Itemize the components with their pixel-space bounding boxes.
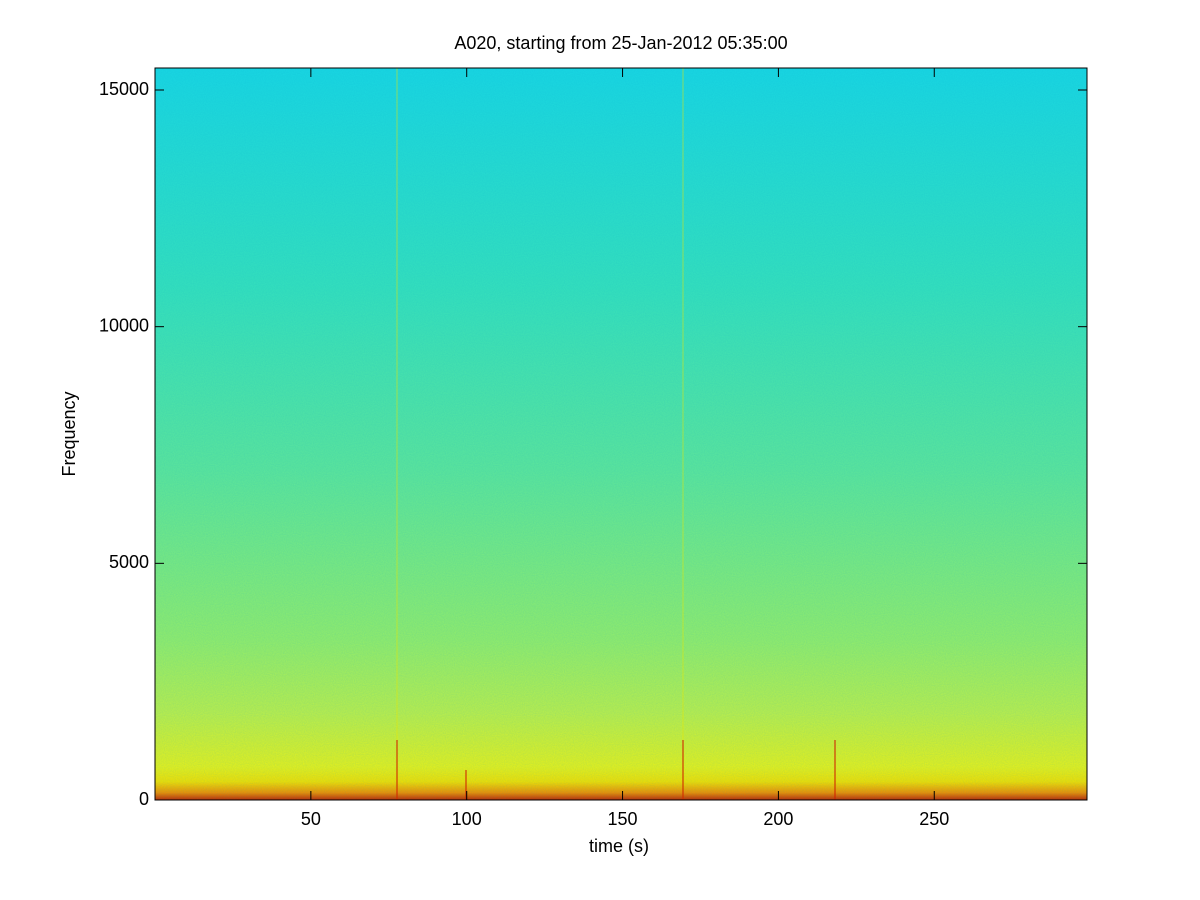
- spectrogram-transients: [396, 68, 836, 800]
- x-tick-label: 250: [919, 809, 949, 829]
- x-tick-label: 50: [301, 809, 321, 829]
- chart-title: A020, starting from 25-Jan-2012 05:35:00: [454, 33, 787, 53]
- y-tick-label: 10000: [99, 315, 149, 335]
- x-tick-label: 200: [763, 809, 793, 829]
- y-tick-label: 0: [139, 789, 149, 809]
- y-tick-label: 15000: [99, 79, 149, 99]
- plot-frame: [154, 67, 1088, 801]
- spectrogram-noise: [155, 68, 1087, 800]
- x-tick-label: 150: [608, 809, 638, 829]
- y-axis-label: Frequency: [59, 391, 79, 476]
- y-tick-label: 5000: [109, 552, 149, 572]
- x-tick-label: 100: [452, 809, 482, 829]
- x-axis-label: time (s): [589, 836, 649, 856]
